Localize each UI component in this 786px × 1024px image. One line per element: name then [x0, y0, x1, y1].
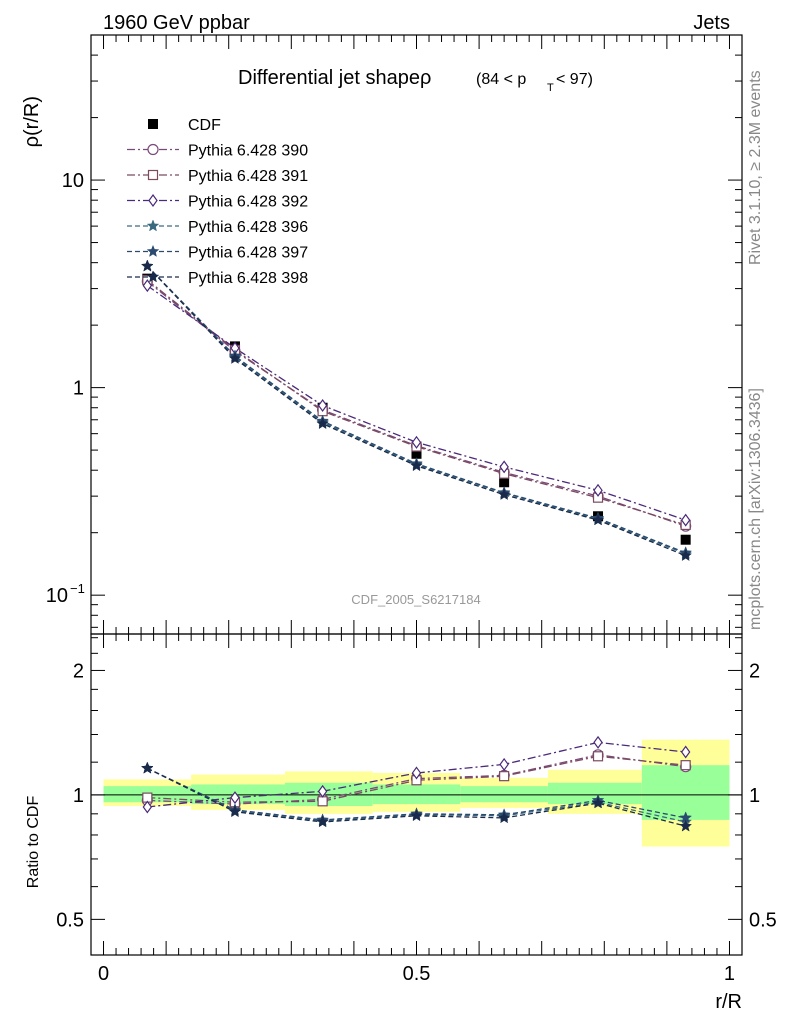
- main-y-tick-label: 1: [73, 378, 84, 400]
- ratio-band-green-4: [460, 786, 548, 803]
- x-tick-label: 1: [724, 963, 735, 985]
- ratio-point-5-2: [316, 815, 329, 828]
- series-line-4: [146, 265, 686, 555]
- series-line-1: [146, 280, 686, 527]
- side-label-top: Rivet 3.1.10, ≥ 2.3M events: [747, 70, 764, 265]
- legend-marker-6: [146, 270, 160, 283]
- chart-title: Differential jet shapeρ: [238, 67, 431, 89]
- ratio-point-1-4: [499, 771, 510, 782]
- ratio-point-2-1: [230, 791, 240, 805]
- side-label-bottom: mcplots.cern.ch [arXiv:1306.3436]: [747, 388, 764, 630]
- ratio-y-tick-label-left: 0.5: [56, 909, 84, 931]
- ratio-panel: 0.5 0.5 1 1 2 2 0 0.5 1: [56, 633, 777, 985]
- ratio-point-5-0: [140, 761, 154, 774]
- ratio-band-green-3: [372, 784, 461, 805]
- data-point-3-5: [593, 483, 603, 497]
- chart-title-range-end: < 97): [556, 71, 593, 88]
- header-left: 1960 GeV ppbar: [103, 12, 250, 34]
- ratio-band-green-5: [547, 782, 642, 805]
- legend-marker-0: [148, 119, 158, 129]
- x-axis-label: r/R: [715, 991, 742, 1013]
- ratio-point-5-6: [679, 819, 693, 832]
- ratio-y-tick-label-right: 2: [749, 660, 760, 682]
- data-point-6-2: [316, 417, 329, 430]
- series-line-3: [146, 285, 686, 521]
- ratio-band-green-6: [641, 765, 730, 820]
- ratio-y-tick-label-right: 1: [749, 785, 760, 807]
- data-point-6-5: [591, 513, 605, 526]
- legend-marker-2: [147, 169, 159, 181]
- data-point-6-3: [410, 459, 423, 472]
- data-point-6-4: [497, 488, 511, 501]
- data-point-3-4: [499, 460, 509, 474]
- chart-title-subscript: T: [547, 82, 554, 94]
- series-line-2: [146, 279, 686, 526]
- ratio-y-axis-label: Ratio to CDF: [25, 796, 42, 889]
- legend-label-1: Pythia 6.428 390: [188, 143, 308, 160]
- legend-label-6: Pythia 6.428 398: [188, 270, 308, 287]
- chart-title-range: (84 < p: [476, 71, 526, 88]
- legend-label-0: CDF: [188, 117, 221, 134]
- watermark: CDF_2005_S6217184: [351, 592, 480, 607]
- ratio-point-5-4: [497, 811, 511, 824]
- series-line-5: [146, 265, 686, 554]
- ratio-point-1-6: [680, 760, 691, 771]
- data-point-3-0: [142, 279, 153, 293]
- x-tick-label: 0.5: [403, 963, 431, 985]
- data-point-3-6: [680, 513, 691, 527]
- legend-marker-5: [146, 244, 160, 257]
- series-line-6: [146, 265, 686, 557]
- ratio-point-2-4: [499, 757, 509, 771]
- data-point-6-6: [679, 549, 693, 562]
- data-point-0-6: [680, 534, 691, 545]
- ratio-point-1-5: [592, 751, 604, 762]
- ratio-point-2-6: [680, 745, 691, 759]
- data-point-3-3: [411, 435, 422, 449]
- ratio-point-5-1: [228, 805, 242, 818]
- legend-label-4: Pythia 6.428 396: [188, 219, 308, 236]
- data-point-3-2: [317, 398, 328, 413]
- main-y-tick-label: 10: [62, 170, 84, 192]
- ratio-point-2-3: [411, 766, 422, 780]
- legend-label-3: Pythia 6.428 392: [188, 194, 308, 211]
- main-y-tick-label: 10: [46, 585, 68, 607]
- x-tick-label: 0: [98, 963, 109, 985]
- header-right: Jets: [693, 12, 730, 34]
- ratio-point-2-5: [593, 735, 603, 749]
- data-point-6-0: [140, 259, 154, 272]
- ratio-y-tick-label-left: 1: [73, 785, 84, 807]
- main-y-tick-exponent: −1: [70, 581, 85, 596]
- ratio-point-1-2: [317, 796, 328, 807]
- ratio-y-tick-label-right: 0.5: [749, 909, 777, 931]
- ratio-point-2-0: [142, 800, 153, 814]
- legend-label-2: Pythia 6.428 391: [188, 168, 308, 185]
- data-point-6-1: [228, 351, 242, 364]
- main-y-axis-label: ρ(r/R): [21, 96, 43, 147]
- data-point-0-4: [499, 477, 510, 488]
- ratio-point-5-3: [410, 809, 423, 822]
- data-point-0-3: [411, 448, 422, 459]
- legend-marker-3: [148, 193, 158, 208]
- legend-marker-4: [146, 219, 160, 232]
- ratio-y-tick-label-left: 2: [73, 660, 84, 682]
- ratio-band-green-2: [285, 782, 373, 807]
- ratio-point-2-2: [317, 784, 328, 798]
- legend-marker-1: [147, 143, 159, 156]
- ratio-point-5-5: [591, 796, 605, 809]
- legend-label-5: Pythia 6.428 397: [188, 245, 308, 262]
